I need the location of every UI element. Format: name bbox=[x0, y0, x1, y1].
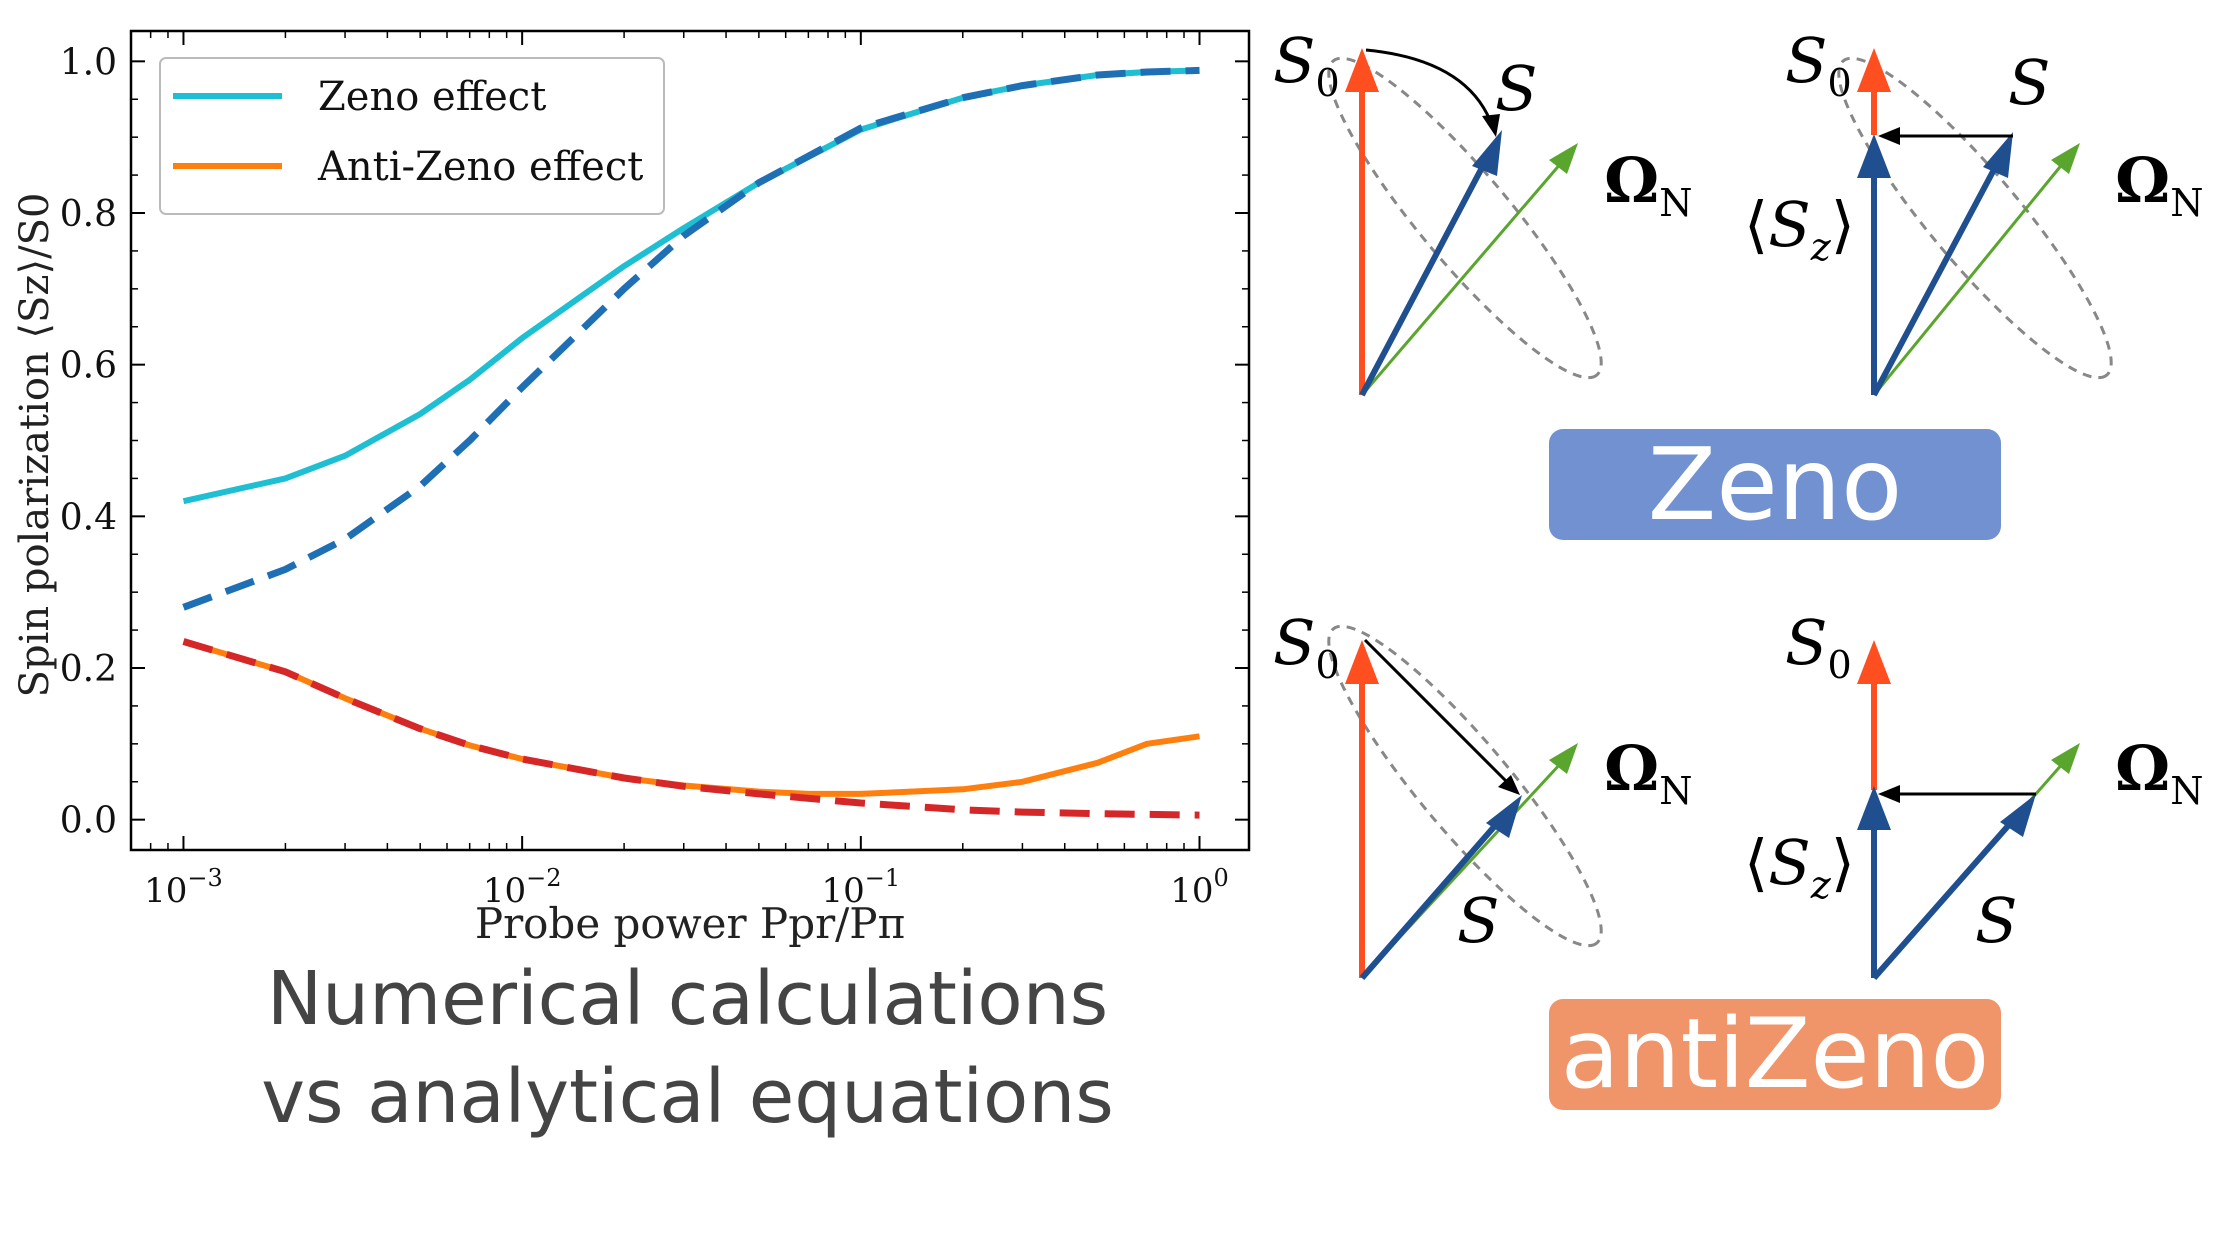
y-tick-label: 0.2 bbox=[60, 649, 117, 690]
x-tick-label: 10−2 bbox=[483, 864, 562, 911]
precession-cone bbox=[1327, 624, 1603, 948]
diagram-antizeno-2: S0 S ΩN ⟨Sz⟩ bbox=[1744, 606, 2203, 980]
projection-arrowhead bbox=[1878, 127, 1900, 145]
series-line-2 bbox=[182, 66, 1200, 611]
axis-ticks: 0.0 0.2 0.4 0.6 0.8 1.0 10−3 10−2 10−1 100 bbox=[60, 31, 1249, 911]
s0-arrowhead bbox=[1345, 48, 1379, 92]
s-arrow bbox=[1871, 160, 2001, 397]
projection-arrowhead bbox=[1498, 775, 1520, 795]
sz-arrowhead bbox=[1857, 786, 1891, 830]
omega-label: ΩN bbox=[2115, 732, 2203, 813]
sz-label: ⟨Sz⟩ bbox=[1744, 188, 1855, 269]
omega-label: ΩN bbox=[2115, 144, 2203, 225]
rotation-arrowhead bbox=[1482, 114, 1500, 137]
omega-label: ΩN bbox=[1604, 144, 1692, 225]
legend-label-zeno: Zeno effect bbox=[318, 74, 546, 120]
omega-arrowhead bbox=[1549, 143, 1578, 174]
legend-label-antizeno: Anti-Zeno effect bbox=[317, 144, 643, 190]
y-tick-label: 0.8 bbox=[60, 194, 117, 235]
s0-label: S0 bbox=[1785, 24, 1852, 105]
legend-box bbox=[159, 57, 665, 215]
omega-arrow bbox=[1872, 161, 2066, 396]
caption-line-2: vs analytical equations bbox=[261, 1054, 1114, 1140]
x-tick-label: 10−3 bbox=[144, 864, 223, 911]
series-line-1 bbox=[182, 638, 1200, 797]
projection-arrow bbox=[1363, 638, 1510, 785]
y-tick-label: 0.6 bbox=[60, 346, 117, 387]
omega-arrow bbox=[1360, 161, 1564, 396]
omega-label: ΩN bbox=[1604, 732, 1692, 813]
legend: Zeno effect Anti-Zeno effect bbox=[159, 57, 665, 215]
s0-label: S0 bbox=[1273, 606, 1340, 687]
antizeno-badge: antiZeno bbox=[1549, 999, 2001, 1110]
diagram-zeno-2: S0 S ΩN ⟨Sz⟩ bbox=[1744, 24, 2203, 397]
diagram-antizeno-1: S0 S ΩN bbox=[1273, 606, 1692, 980]
s0-label: S0 bbox=[1785, 606, 1852, 687]
s0-label: S0 bbox=[1273, 24, 1340, 105]
diagram-zeno-1: S0 S ΩN bbox=[1273, 24, 1692, 397]
omega-arrowhead bbox=[2051, 743, 2080, 774]
x-tick-label: 100 bbox=[1170, 864, 1229, 911]
s0-arrowhead bbox=[1857, 48, 1891, 92]
caption-line-1: Numerical calculations bbox=[266, 956, 1109, 1042]
s-arrow bbox=[1359, 158, 1489, 397]
rotation-arrow bbox=[1365, 48, 1495, 129]
caption: Numerical calculations vs analytical equ… bbox=[120, 950, 1255, 1146]
s-arrowhead bbox=[2000, 794, 2036, 837]
y-tick-label: 0.4 bbox=[60, 497, 117, 538]
projection-arrowhead bbox=[1878, 785, 1900, 803]
s-arrow bbox=[1359, 818, 1503, 980]
y-axis-label: Spin polarization ⟨Sz⟩/S0 bbox=[12, 193, 58, 698]
x-axis-label: Probe power Ppr/Pπ bbox=[475, 899, 905, 948]
series-group bbox=[182, 66, 1200, 819]
s0-arrowhead bbox=[1345, 640, 1379, 684]
omega-arrowhead bbox=[1549, 743, 1578, 774]
s-label: S bbox=[1495, 52, 1537, 125]
s-label: S bbox=[1457, 884, 1499, 957]
x-tick-label: 10−1 bbox=[821, 864, 900, 911]
s-arrowhead bbox=[1983, 132, 2013, 178]
y-tick-label: 0.0 bbox=[60, 801, 117, 842]
sz-label: ⟨Sz⟩ bbox=[1744, 826, 1855, 907]
zeno-badge: Zeno bbox=[1549, 429, 2001, 540]
s-arrowhead bbox=[1486, 795, 1522, 838]
s0-arrowhead bbox=[1857, 640, 1891, 684]
s-arrowhead bbox=[1472, 130, 1502, 176]
y-tick-label: 1.0 bbox=[60, 42, 117, 83]
s-label: S bbox=[1975, 884, 2017, 957]
s-label: S bbox=[2008, 46, 2050, 119]
chart: 0.0 0.2 0.4 0.6 0.8 1.0 10−3 10−2 10−1 100 Zeno e… bbox=[12, 29, 1251, 948]
series-line-3 bbox=[182, 638, 1200, 819]
sz-arrowhead bbox=[1857, 134, 1891, 178]
precession-cone bbox=[1837, 56, 2113, 380]
s-arrow bbox=[1871, 816, 2018, 980]
precession-cone bbox=[1327, 56, 1603, 380]
omega-arrowhead bbox=[2051, 143, 2080, 174]
